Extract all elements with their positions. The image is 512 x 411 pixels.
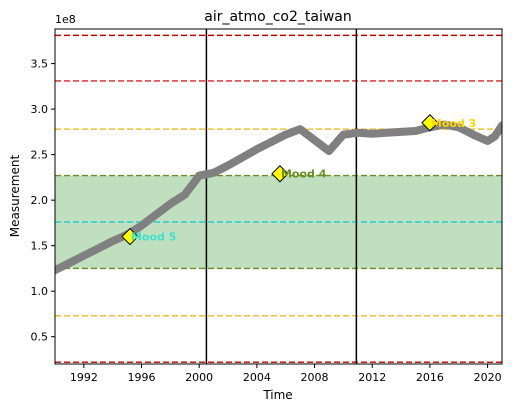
annotation-marker-1 xyxy=(271,165,289,183)
y-tick-label-4: 2.5 xyxy=(31,149,49,162)
annotation-label-2: Mood 3 xyxy=(431,117,476,130)
x-tick-label-1: 1996 xyxy=(128,371,156,384)
plot-frame xyxy=(54,28,503,365)
y-multiplier-label: 1e8 xyxy=(55,13,76,26)
annotation-marker-0 xyxy=(121,227,139,246)
annotation-marker-2 xyxy=(421,114,439,132)
annotation-label-1: Mood 4 xyxy=(281,168,327,181)
x-tick-label-7: 2020 xyxy=(474,371,502,384)
y-tick-label-0: 0.5 xyxy=(31,331,49,344)
y-tick-label-2: 1.5 xyxy=(31,240,49,253)
y-tick-label-3: 2.0 xyxy=(31,194,49,207)
y-tick-label-1: 1.0 xyxy=(31,285,49,298)
x-tick-label-5: 2012 xyxy=(358,371,386,384)
chart-title: air_atmo_co2_taiwan xyxy=(204,9,352,25)
y-tick-label-6: 3.5 xyxy=(31,58,49,71)
y-axis-label: Measurement xyxy=(8,155,22,238)
x-tick-label-2: 2000 xyxy=(185,371,213,384)
annotation-label-0: Mood 5 xyxy=(131,231,176,244)
x-tick-label-4: 2008 xyxy=(301,371,329,384)
y-tick-label-5: 3.0 xyxy=(31,103,49,116)
x-tick-label-3: 2004 xyxy=(243,371,271,384)
x-tick-label-0: 1992 xyxy=(70,371,98,384)
x-axis-label: Time xyxy=(262,388,292,402)
x-tick-label-6: 2016 xyxy=(416,371,444,384)
